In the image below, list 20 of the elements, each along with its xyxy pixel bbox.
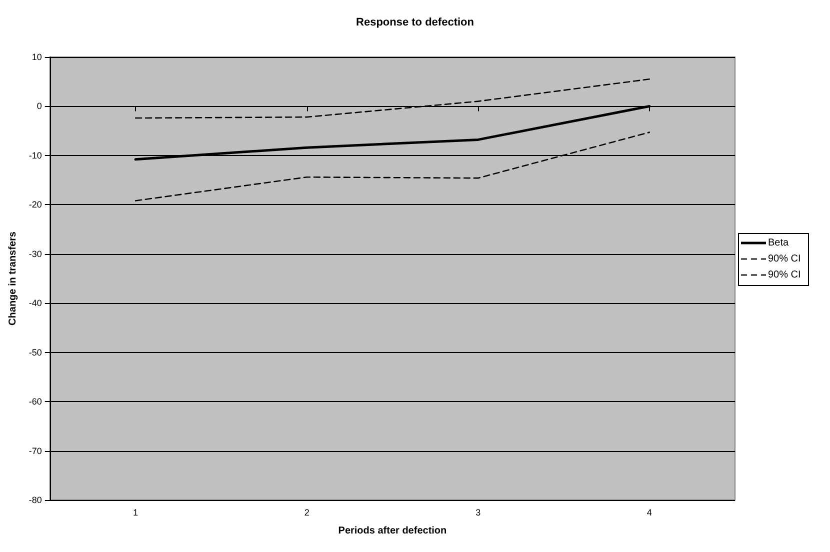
y-tick-label: -50	[28, 347, 42, 358]
y-tick-label: 10	[32, 52, 42, 62]
legend-label: 90% CI	[768, 270, 801, 280]
x-tick-label: 2	[304, 508, 310, 518]
x-tick-label: 1	[133, 508, 138, 518]
y-tick-label: -80	[28, 495, 42, 505]
y-tick-label: -20	[28, 200, 42, 210]
y-tick-label: -60	[28, 396, 42, 407]
x-tick-label: 3	[476, 508, 481, 518]
y-tick-label: -70	[28, 446, 42, 456]
y-tick-label: -10	[28, 150, 42, 160]
y-tick-label: -30	[28, 248, 42, 259]
x-tick-label: 4	[646, 508, 652, 518]
chart-title: Response to defection	[356, 16, 474, 28]
legend-label: 90% CI	[768, 254, 801, 264]
y-tick-label: -40	[28, 298, 42, 308]
x-axis-title: Periods after defection	[338, 526, 447, 536]
y-tick-label: 0	[36, 101, 42, 112]
legend-label: Beta	[768, 238, 790, 248]
y-axis-title: Change in transfers	[8, 231, 18, 326]
